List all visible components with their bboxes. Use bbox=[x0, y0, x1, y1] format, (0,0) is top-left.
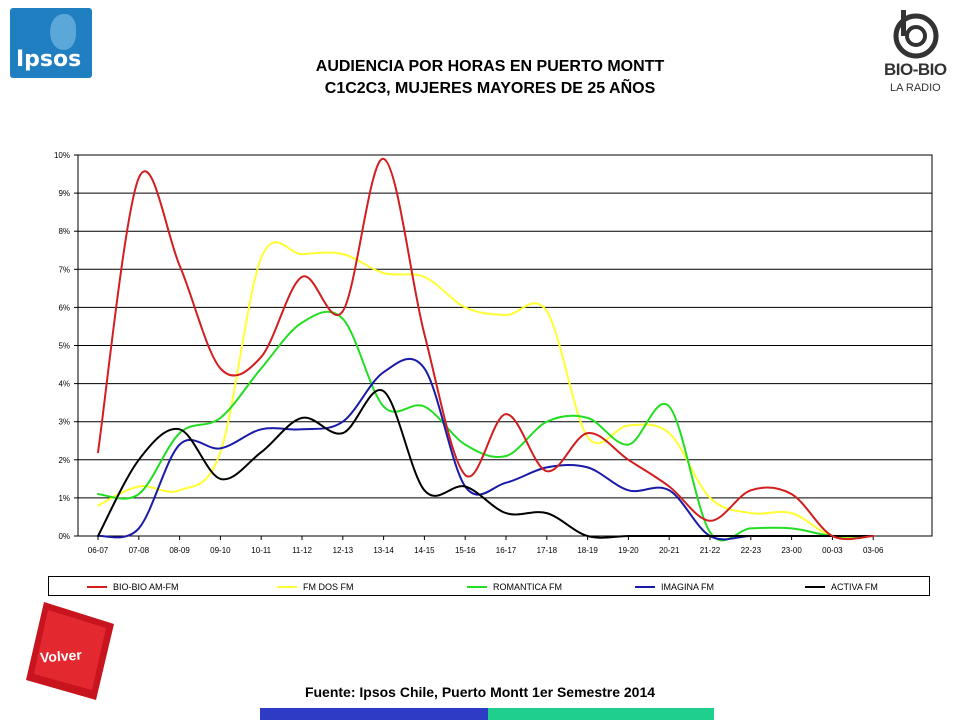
legend-swatch bbox=[87, 586, 107, 588]
y-tick-label: 6% bbox=[58, 303, 70, 312]
legend-swatch bbox=[805, 586, 825, 588]
x-tick-label: 23-00 bbox=[781, 546, 802, 555]
x-tick-label: 08-09 bbox=[169, 546, 190, 555]
title-line-2: C1C2C3, MUJERES MAYORES DE 25 AÑOS bbox=[324, 80, 656, 97]
source-note: Fuente: Ipsos Chile, Puerto Montt 1er Se… bbox=[304, 684, 656, 700]
x-tick-label: 22-23 bbox=[741, 546, 762, 555]
biobio-logo-sub: LA RADIO bbox=[890, 82, 941, 94]
x-tick-label: 03-06 bbox=[863, 546, 884, 555]
x-tick-label: 00-03 bbox=[822, 546, 843, 555]
x-tick-label: 11-12 bbox=[292, 546, 312, 555]
page-title: AUDIENCIA POR HORAS EN PUERTO MONTT C1C2… bbox=[200, 56, 780, 100]
x-tick-label: 20-21 bbox=[659, 546, 680, 555]
y-tick-label: 9% bbox=[58, 189, 70, 198]
x-tick-label: 17-18 bbox=[537, 546, 558, 555]
biobio-radio-icon bbox=[893, 10, 939, 59]
y-tick-label: 10% bbox=[54, 151, 70, 160]
footer-bar-blue bbox=[260, 708, 488, 720]
y-tick-label: 5% bbox=[58, 342, 70, 351]
x-tick-label: 13-14 bbox=[373, 546, 394, 555]
ipsos-logo-text: Ipsos bbox=[16, 47, 82, 72]
chart-grid bbox=[77, 154, 933, 537]
x-tick-label: 21-22 bbox=[700, 546, 721, 555]
legend-label: FM DOS FM bbox=[303, 582, 354, 592]
x-tick-label: 16-17 bbox=[496, 546, 517, 555]
x-tick-label: 12-13 bbox=[333, 546, 354, 555]
volver-label: Volver bbox=[39, 646, 83, 666]
y-tick-label: 3% bbox=[58, 418, 70, 427]
footer-bar-green bbox=[488, 708, 714, 720]
x-tick-label: 09-10 bbox=[210, 546, 231, 555]
ipsos-logo: Ipsos bbox=[10, 8, 92, 78]
y-tick-label: 2% bbox=[58, 456, 70, 465]
chart-legend: BIO-BIO AM-FM FM DOS FM ROMANTICA FM IMAGIN… bbox=[48, 576, 930, 596]
series-line-bio-bio-am-fm bbox=[97, 157, 875, 541]
legend-label: ROMANTICA FM bbox=[493, 582, 562, 592]
legend-label: IMAGINA FM bbox=[661, 582, 715, 592]
series-line-activa-fm bbox=[97, 388, 875, 539]
legend-label: BIO-BIO AM-FM bbox=[113, 582, 179, 592]
x-tick-label: 15-16 bbox=[455, 546, 476, 555]
y-tick-label: 7% bbox=[58, 265, 70, 274]
y-tick-label: 1% bbox=[58, 494, 70, 503]
legend-swatch bbox=[277, 586, 297, 588]
series-line-imagina-fm bbox=[97, 357, 875, 541]
y-tick-label: 8% bbox=[58, 227, 70, 236]
y-tick-label: 0% bbox=[58, 532, 70, 541]
title-line-1: AUDIENCIA POR HORAS EN PUERTO MONTT bbox=[315, 58, 665, 75]
x-tick-label: 18-19 bbox=[577, 546, 598, 555]
series-line-romantica-fm bbox=[97, 310, 875, 542]
x-tick-label: 06-07 bbox=[88, 546, 109, 555]
biobio-logo-name: BIO-BIO bbox=[884, 60, 947, 79]
chart-series bbox=[97, 157, 875, 542]
y-tick-label: 4% bbox=[58, 380, 70, 389]
volver-button-shape bbox=[26, 602, 114, 700]
biobio-logo: BIO-BIO LA RADIO bbox=[882, 8, 952, 100]
legend-swatch bbox=[467, 586, 487, 588]
series-line-fm-dos-fm bbox=[97, 241, 875, 539]
x-tick-label: 19-20 bbox=[618, 546, 639, 555]
x-tick-label: 07-08 bbox=[129, 546, 150, 555]
legend-label: ACTIVA FM bbox=[831, 582, 878, 592]
x-tick-label: 14-15 bbox=[414, 546, 435, 555]
legend-swatch bbox=[635, 586, 655, 588]
chart-axes: 0% 1% 2% 3% 4% 5% 6% 7% 8% 9% 10% 06-07 07-08 08-09 09… bbox=[54, 151, 884, 555]
x-tick-label: 10-11 bbox=[251, 546, 271, 555]
volver-button[interactable]: Volver bbox=[26, 602, 114, 700]
ipsos-head-icon bbox=[50, 14, 76, 50]
